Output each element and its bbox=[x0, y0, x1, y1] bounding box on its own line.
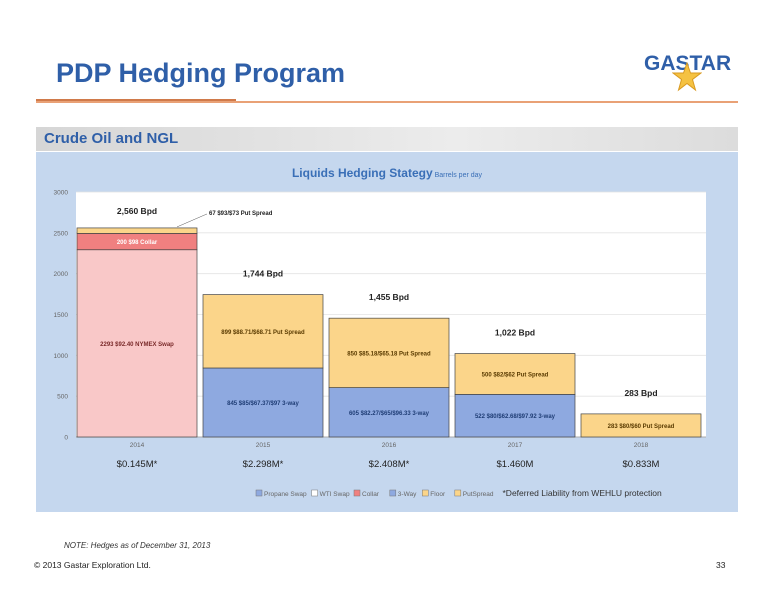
segment-label: 67 $93/$73 Put Spread bbox=[209, 211, 273, 217]
legend-label: Collar bbox=[362, 491, 380, 498]
total-label: 1,022 Bpd bbox=[495, 328, 535, 338]
bar-segment bbox=[328, 387, 450, 438]
bar-segment bbox=[580, 413, 702, 438]
segment-label: 283 $80/$60 Put Spread bbox=[608, 424, 675, 430]
legend-label: 3-Way bbox=[398, 491, 417, 498]
segment-label: 605 $82.27/$65/$96.33 3-way bbox=[349, 411, 430, 417]
copyright-text: © 2013 Gastar Exploration Ltd. bbox=[34, 560, 151, 570]
total-label: 1,455 Bpd bbox=[369, 292, 409, 302]
segment-label: 500 $82/$62 Put Spread bbox=[482, 372, 549, 378]
legend-label: PutSpread bbox=[463, 491, 494, 498]
bar-segment bbox=[76, 249, 198, 438]
segment-label: 522 $80/$62.68/$97.92 3-way bbox=[475, 414, 556, 420]
liability-label: $0.145M* bbox=[117, 459, 158, 470]
legend-swatch bbox=[311, 489, 318, 497]
liability-label: $0.833M bbox=[623, 459, 660, 470]
bar-segment bbox=[202, 367, 324, 438]
page-title: PDP Hedging Program bbox=[56, 58, 346, 88]
segment-label: 850 $85.18/$65.18 Put Spread bbox=[347, 351, 431, 357]
star-icon bbox=[672, 62, 702, 92]
legend-label: WTI Swap bbox=[320, 491, 350, 498]
leader-line bbox=[176, 213, 208, 228]
legend-swatch bbox=[454, 489, 462, 497]
total-label: 2,560 Bpd bbox=[117, 206, 157, 216]
liability-label: $2.298M* bbox=[243, 459, 284, 470]
legend-swatch bbox=[255, 489, 263, 497]
chart-title: Liquids Hedging Stategy Barrels per day bbox=[292, 166, 483, 180]
legend-swatch bbox=[422, 489, 429, 497]
bar-segment bbox=[328, 317, 450, 388]
y-tick-label: 1500 bbox=[54, 312, 69, 319]
total-label: 1,744 Bpd bbox=[243, 269, 283, 279]
chart-title-unit: Barrels per day bbox=[433, 172, 483, 179]
title-divider-accent bbox=[36, 99, 236, 101]
total-label: 283 Bpd bbox=[624, 388, 657, 398]
segment-label: 899 $88.71/$68.71 Put Spread bbox=[221, 330, 305, 336]
chart-title-main: Liquids Hedging Stategy bbox=[292, 166, 433, 180]
segment-label: 845 $85/$67.37/$97 3-way bbox=[227, 401, 299, 407]
y-tick-label: 1000 bbox=[54, 353, 69, 360]
section-title: Crude Oil and NGL bbox=[44, 130, 179, 147]
hedging-chart: Liquids Hedging Stategy Barrels per day 0… bbox=[54, 166, 706, 498]
legend-label: Floor bbox=[430, 491, 446, 498]
x-tick-label: 2016 bbox=[382, 442, 397, 449]
section-header-bar bbox=[36, 127, 738, 151]
page-number: 33 bbox=[716, 560, 726, 570]
footnote-hedges-date: NOTE: Hedges as of December 31, 2013 bbox=[64, 541, 211, 550]
liability-label: $1.460M bbox=[497, 459, 534, 470]
title-divider bbox=[36, 101, 738, 103]
segment-label: 200 $98 Collar bbox=[117, 240, 158, 246]
y-tick-label: 2500 bbox=[54, 230, 69, 237]
bar-segment bbox=[202, 294, 324, 369]
bar-segment bbox=[454, 394, 576, 438]
liability-label: $2.408M* bbox=[369, 459, 410, 470]
footnote-deferred-liability: *Deferred Liability from WEHLU protectio… bbox=[503, 488, 662, 498]
bar-segment bbox=[454, 353, 576, 395]
y-tick-label: 2000 bbox=[54, 271, 69, 278]
x-tick-label: 2018 bbox=[634, 442, 649, 449]
legend-swatch bbox=[389, 489, 397, 497]
y-tick-label: 500 bbox=[57, 394, 68, 401]
x-tick-label: 2017 bbox=[508, 442, 523, 449]
legend-label: Propane Swap bbox=[264, 491, 307, 498]
company-logo: GASTAR bbox=[644, 46, 731, 92]
x-tick-label: 2015 bbox=[256, 442, 271, 449]
x-tick-label: 2014 bbox=[130, 442, 145, 449]
segment-label: 2293 $92.40 NYMEX Swap bbox=[100, 342, 174, 348]
bar-segment bbox=[76, 227, 198, 234]
y-tick-label: 3000 bbox=[54, 190, 69, 197]
y-tick-label: 0 bbox=[64, 435, 68, 442]
legend-swatch bbox=[353, 489, 361, 497]
